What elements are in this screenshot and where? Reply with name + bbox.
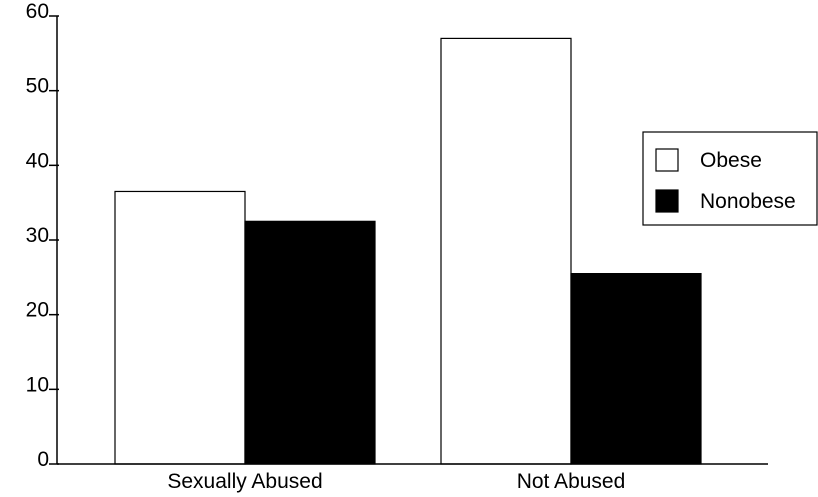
x-category-label: Sexually Abused	[167, 470, 322, 493]
legend-swatch-obese	[655, 148, 679, 172]
bar-nonobese-not-abused	[570, 273, 702, 465]
legend-swatch-nonobese	[655, 189, 679, 213]
legend: Obese Nonobese	[642, 131, 818, 226]
x-category-label: Not Abused	[517, 470, 626, 493]
bar-obese-sexually-abused	[114, 190, 246, 465]
y-tick-label: 50	[26, 75, 49, 98]
bar-nonobese-sexually-abused	[244, 220, 376, 465]
legend-label-obese: Obese	[700, 149, 762, 172]
bar-obese-not-abused	[440, 37, 572, 465]
x-axis: Sexually Abused Not Abused	[57, 463, 768, 493]
y-axis: 0 10 20 30 40 50 60	[26, 0, 59, 471]
y-tick-label: 0	[37, 448, 49, 471]
y-tick-label: 30	[26, 224, 49, 247]
legend-label-nonobese: Nonobese	[700, 190, 796, 213]
y-tick-label: 10	[26, 373, 49, 396]
bars	[114, 37, 702, 465]
y-tick-label: 20	[26, 299, 49, 322]
y-tick-label: 40	[26, 149, 49, 172]
y-tick-label: 60	[26, 0, 49, 23]
